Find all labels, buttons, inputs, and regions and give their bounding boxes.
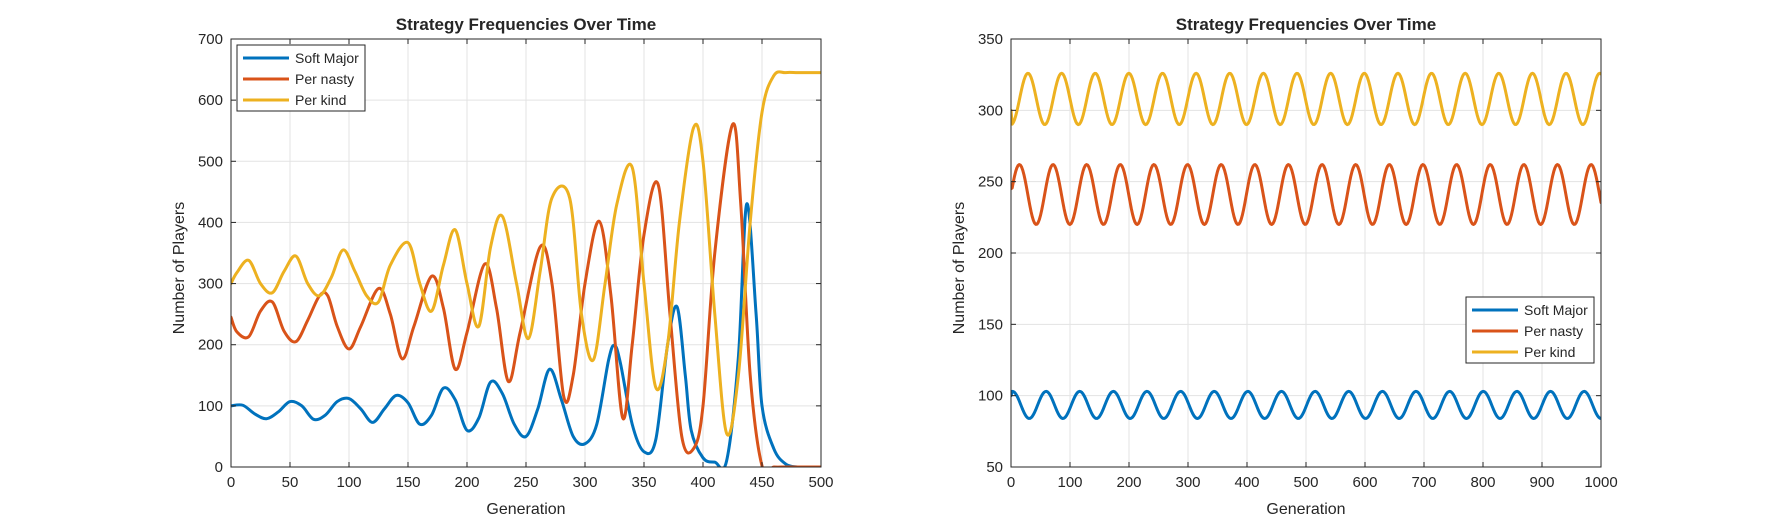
chart-left-ytick-label-0: 0 bbox=[215, 459, 223, 476]
chart-left-xtick-label-1: 50 bbox=[282, 474, 299, 491]
chart-left-legend-label-per-nasty: Per nasty bbox=[295, 71, 354, 87]
chart-left-xlabel: Generation bbox=[486, 501, 565, 518]
chart-right-xtick-label-1: 100 bbox=[1057, 474, 1082, 491]
chart-right-legend-label-soft-major: Soft Major bbox=[1524, 302, 1588, 318]
chart-right-series-per-nasty bbox=[1011, 163, 1601, 226]
chart-left-xtick-label-0: 0 bbox=[227, 474, 235, 491]
chart-right-ytick-label-3: 200 bbox=[978, 245, 1003, 262]
chart-left: Strategy Frequencies Over Time Generatio… bbox=[171, 15, 834, 518]
chart-left-xtick-label-10: 500 bbox=[808, 474, 833, 491]
chart-left-series-per-kind bbox=[231, 70, 821, 437]
chart-right-xtick-label-10: 1000 bbox=[1584, 474, 1617, 491]
chart-left-ytick-label-1: 100 bbox=[198, 398, 223, 415]
chart-left-xtick-label-7: 350 bbox=[631, 474, 656, 491]
chart-left-xtick-label-9: 450 bbox=[749, 474, 774, 491]
chart-left-legend-label-soft-major: Soft Major bbox=[295, 50, 359, 66]
chart-right-legend-label-per-kind: Per kind bbox=[1524, 344, 1575, 360]
chart-right-ytick-label-1: 100 bbox=[978, 388, 1003, 405]
chart-right-xtick-label-2: 200 bbox=[1116, 474, 1141, 491]
chart-left-series-per-nasty bbox=[231, 122, 821, 467]
chart-left-ytick-label-6: 600 bbox=[198, 92, 223, 109]
chart-left-xtick-label-2: 100 bbox=[336, 474, 361, 491]
chart-right-ytick-label-2: 150 bbox=[978, 316, 1003, 333]
chart-left-legend-label-per-kind: Per kind bbox=[295, 92, 346, 108]
chart-left-ytick-label-7: 700 bbox=[198, 31, 223, 48]
chart-left-ytick-label-3: 300 bbox=[198, 276, 223, 293]
chart-right-xtick-label-8: 800 bbox=[1470, 474, 1495, 491]
chart-left-xtick-label-4: 200 bbox=[454, 474, 479, 491]
chart-right-xtick-label-0: 0 bbox=[1007, 474, 1015, 491]
chart-left-ytick-label-4: 400 bbox=[198, 214, 223, 231]
chart-left-ytick-label-5: 500 bbox=[198, 153, 223, 170]
chart-right-xtick-label-5: 500 bbox=[1293, 474, 1318, 491]
chart-right-ytick-label-0: 50 bbox=[986, 459, 1003, 476]
chart-right-ytick-label-5: 300 bbox=[978, 102, 1003, 119]
chart-right-xlabel: Generation bbox=[1266, 501, 1345, 518]
chart-left-series-group bbox=[231, 70, 821, 467]
chart-right-ylabel: Number of Players bbox=[951, 202, 968, 335]
chart-right-xtick-label-9: 900 bbox=[1529, 474, 1554, 491]
chart-right-legend-label-per-nasty: Per nasty bbox=[1524, 323, 1583, 339]
chart-left-title: Strategy Frequencies Over Time bbox=[396, 15, 656, 34]
chart-left-ytick-label-2: 200 bbox=[198, 337, 223, 354]
chart-left-xtick-label-8: 400 bbox=[690, 474, 715, 491]
chart-left-ylabel: Number of Players bbox=[171, 202, 188, 335]
chart-right-xtick-label-7: 700 bbox=[1411, 474, 1436, 491]
chart-left-legend: Soft Major Per nasty Per kind bbox=[236, 44, 366, 112]
chart-right-ytick-label-6: 350 bbox=[978, 31, 1003, 48]
chart-left-xtick-label-3: 150 bbox=[395, 474, 420, 491]
chart-right-ytick-label-4: 250 bbox=[978, 174, 1003, 191]
chart-right-legend: Soft Major Per nasty Per kind bbox=[1465, 296, 1595, 364]
chart-left-series-soft-major bbox=[231, 202, 821, 467]
chart-right-title: Strategy Frequencies Over Time bbox=[1176, 15, 1436, 34]
chart-right-series-soft-major bbox=[1011, 389, 1601, 420]
chart-left-xtick-label-5: 250 bbox=[513, 474, 538, 491]
chart-right-series-group bbox=[1011, 71, 1601, 420]
chart-right: Strategy Frequencies Over Time Generatio… bbox=[951, 15, 1618, 518]
chart-right-xtick-label-6: 600 bbox=[1352, 474, 1377, 491]
chart-right-xtick-label-4: 400 bbox=[1234, 474, 1259, 491]
chart-right-xtick-label-3: 300 bbox=[1175, 474, 1200, 491]
chart-left-xtick-label-6: 300 bbox=[572, 474, 597, 491]
chart-right-series-per-kind bbox=[1011, 71, 1601, 127]
